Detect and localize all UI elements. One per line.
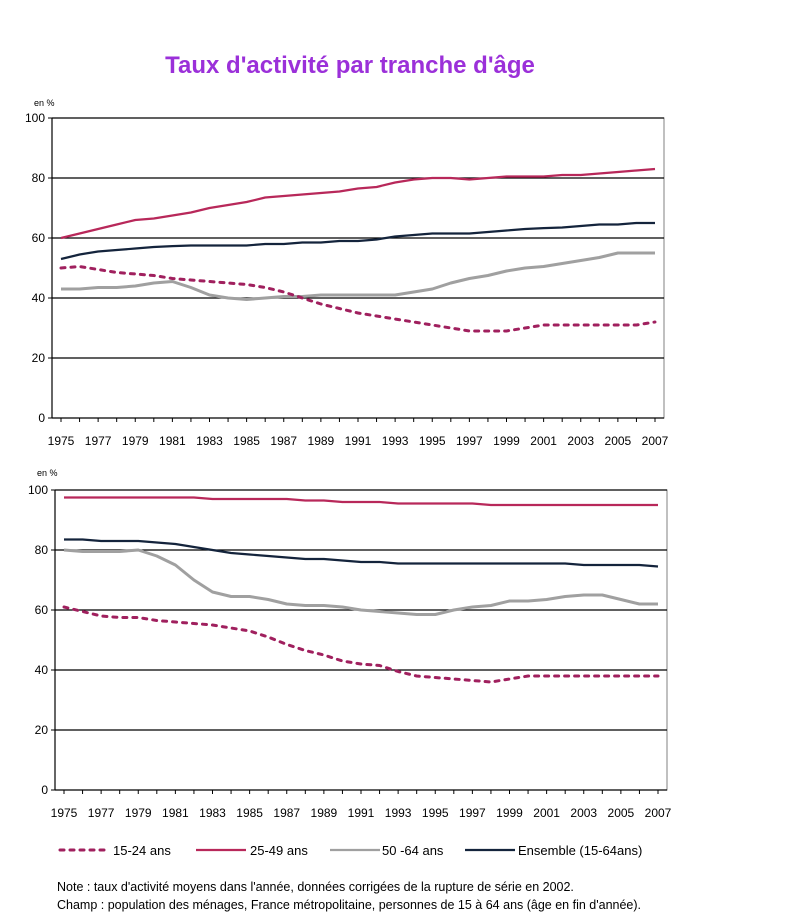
- unit-label: en %: [34, 98, 55, 108]
- chart-bottom: 0 20 40 60 80 100 en % 1975 1977 1979 1981 1983 1985…: [28, 468, 672, 820]
- x-tick-label: 1975: [48, 434, 75, 448]
- y-tick-label: 60: [32, 231, 46, 245]
- x-tick-label: 1979: [122, 434, 149, 448]
- series-line-s15_24: [59, 265, 657, 333]
- x-tick-label: 2003: [567, 434, 594, 448]
- legend-label-s50_64: 50 -64 ans: [382, 843, 444, 858]
- x-tick-label: 1989: [308, 434, 335, 448]
- y-tick-label: 80: [35, 543, 49, 557]
- y-tick-label: 0: [41, 783, 48, 797]
- y-tick-label: 20: [32, 351, 46, 365]
- x-tick-label: 1989: [311, 806, 338, 820]
- chart-title: Taux d'activité par tranche d'âge: [165, 52, 535, 79]
- x-tick-label: 1991: [348, 806, 375, 820]
- x-tick-label: 1993: [382, 434, 409, 448]
- x-tick-label: 2007: [645, 806, 672, 820]
- x-tick-label: 1995: [419, 434, 446, 448]
- x-tick-label: 1979: [125, 806, 152, 820]
- champ-text: Champ : population des ménages, France m…: [57, 898, 642, 912]
- x-tick-label: 1975: [51, 806, 78, 820]
- x-tick-label: 2005: [608, 806, 635, 820]
- series-line-s25_49: [60, 167, 656, 240]
- unit-label: en %: [37, 468, 58, 478]
- y-tick-label: 20: [35, 723, 49, 737]
- x-tick-label: 1985: [236, 806, 263, 820]
- x-tick-label: 2003: [570, 806, 597, 820]
- x-tick-label: 1995: [422, 806, 449, 820]
- charts-canvas: 0 20 40 60 80 100 en % 1975 1977 1979 1981 1983 1985…: [25, 98, 672, 858]
- x-tick-label: 1999: [496, 806, 523, 820]
- legend: 15-24 ans 25-49 ans 50 -64 ans Ensemble (15…: [58, 843, 642, 858]
- x-tick-label: 1993: [385, 806, 412, 820]
- series-line-s25_49: [64, 496, 658, 507]
- series-line-s50_64: [63, 548, 658, 616]
- x-tick-label: 1985: [233, 434, 260, 448]
- x-tick-label: 1981: [162, 806, 189, 820]
- x-tick-label: 1981: [159, 434, 186, 448]
- y-tick-label: 60: [35, 603, 49, 617]
- legend-label-ensemble: Ensemble (15-64ans): [518, 843, 642, 858]
- y-tick-label: 80: [32, 171, 46, 185]
- chart-top: 0 20 40 60 80 100 en % 1975 1977 1979 1981 1983 1985…: [25, 98, 669, 448]
- y-tick-label: 40: [32, 291, 46, 305]
- y-tick-label: 100: [28, 483, 48, 497]
- y-tick-label: 40: [35, 663, 49, 677]
- legend-label-s15_24: 15-24 ans: [113, 843, 171, 858]
- x-tick-label: 1983: [199, 806, 226, 820]
- x-tick-label: 1991: [345, 434, 372, 448]
- x-tick-label: 1987: [273, 806, 300, 820]
- y-tick-label: 0: [38, 411, 45, 425]
- plot-frame: [54, 489, 668, 791]
- notes: Note : taux d'activité moyens dans l'ann…: [57, 878, 797, 914]
- x-tick-label: 1997: [456, 434, 483, 448]
- x-tick-label: 2001: [533, 806, 560, 820]
- x-tick-label: 1999: [493, 434, 520, 448]
- note-text: Note : taux d'activité moyens dans l'ann…: [57, 880, 574, 894]
- plot-frame: [51, 117, 665, 419]
- series-line-s50_64: [61, 251, 655, 301]
- x-tick-label: 1977: [88, 806, 115, 820]
- x-tick-label: 1987: [270, 434, 297, 448]
- x-tick-label: 1983: [196, 434, 223, 448]
- x-tick-label: 2005: [605, 434, 632, 448]
- series-line-ensemble: [60, 221, 655, 261]
- series-line-ensemble: [64, 538, 659, 568]
- y-tick-label: 100: [25, 111, 45, 125]
- x-tick-label: 1977: [85, 434, 112, 448]
- x-tick-label: 1997: [459, 806, 486, 820]
- x-tick-label: 2001: [530, 434, 557, 448]
- x-tick-label: 2007: [642, 434, 669, 448]
- legend-label-s25_49: 25-49 ans: [250, 843, 308, 858]
- series-line-s15_24: [62, 605, 660, 684]
